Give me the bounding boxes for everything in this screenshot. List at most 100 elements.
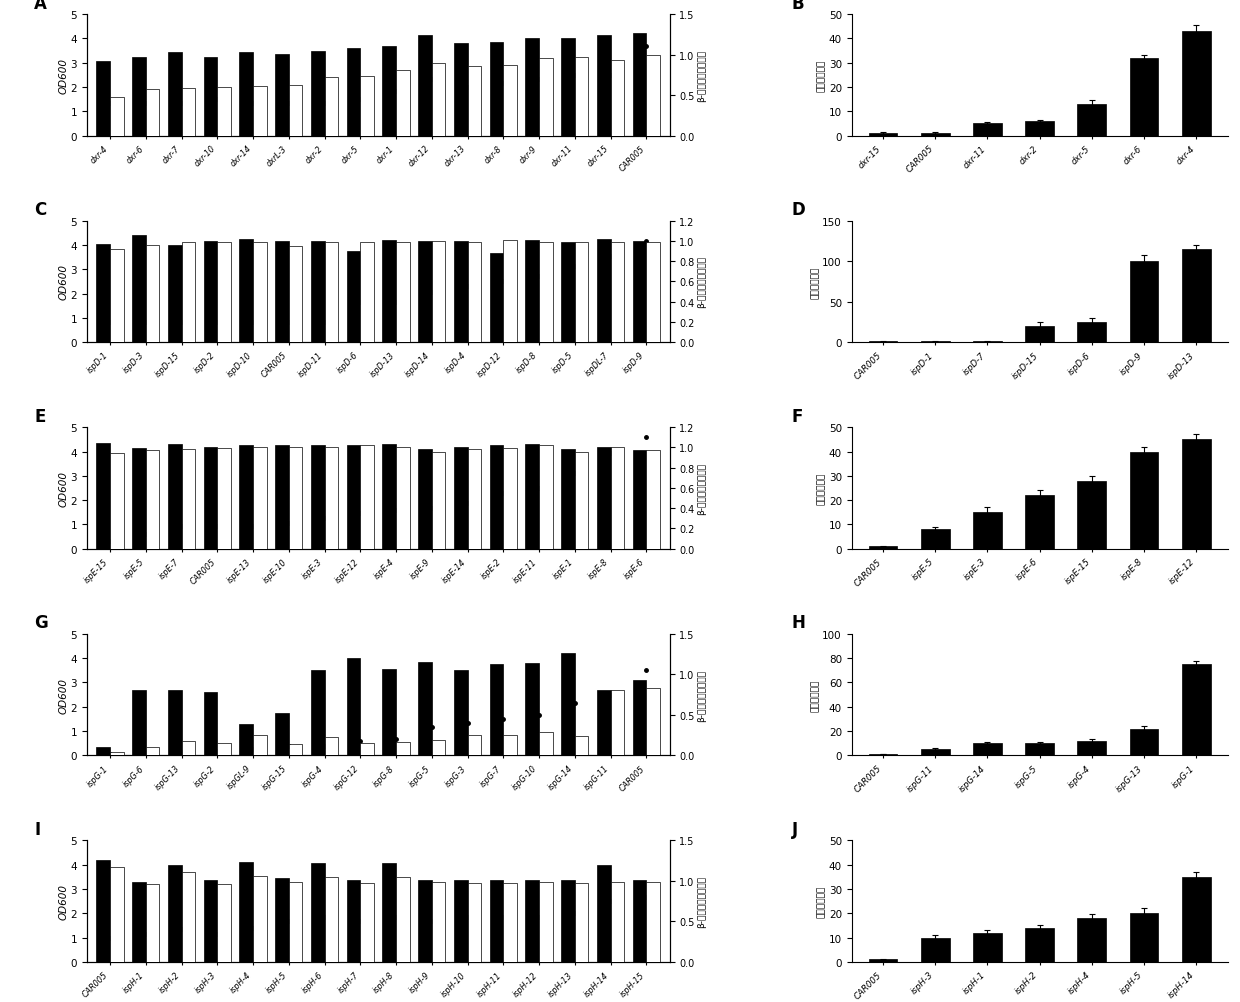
Bar xyxy=(1130,452,1158,549)
Bar xyxy=(467,450,481,549)
Bar xyxy=(454,881,467,962)
Bar xyxy=(1130,262,1158,343)
Bar xyxy=(289,246,303,343)
Bar xyxy=(575,243,588,343)
Bar xyxy=(275,713,289,756)
Bar xyxy=(203,447,217,549)
Bar xyxy=(181,741,195,756)
Bar xyxy=(575,452,588,549)
Bar xyxy=(562,653,575,756)
Bar xyxy=(432,739,445,756)
Bar xyxy=(921,134,950,136)
Bar xyxy=(361,243,374,343)
Bar xyxy=(1182,877,1210,962)
Bar xyxy=(1025,122,1054,136)
Y-axis label: OD600: OD600 xyxy=(60,883,69,919)
Bar xyxy=(239,724,253,756)
Bar xyxy=(526,663,539,756)
Bar xyxy=(1078,918,1106,962)
Bar xyxy=(347,446,361,549)
Bar xyxy=(361,77,374,136)
Bar xyxy=(382,864,396,962)
Bar xyxy=(646,243,660,343)
Bar xyxy=(396,742,409,756)
Bar xyxy=(575,883,588,962)
Bar xyxy=(562,881,575,962)
Bar xyxy=(217,449,231,549)
Bar xyxy=(311,670,325,756)
Bar xyxy=(539,243,553,343)
Bar xyxy=(1078,323,1106,343)
Bar xyxy=(596,447,610,549)
Bar xyxy=(632,451,646,549)
Bar xyxy=(325,447,339,549)
Bar xyxy=(562,243,575,343)
Bar xyxy=(311,51,325,136)
Bar xyxy=(133,57,146,136)
Bar xyxy=(596,690,610,756)
Text: J: J xyxy=(791,820,797,838)
Bar xyxy=(503,240,517,343)
Bar xyxy=(146,747,160,756)
Bar xyxy=(503,734,517,756)
Bar xyxy=(110,868,124,962)
Bar xyxy=(167,245,181,343)
Bar xyxy=(1130,59,1158,136)
Bar xyxy=(203,242,217,343)
Bar xyxy=(1182,664,1210,756)
Bar xyxy=(632,680,646,756)
Y-axis label: β-胡萝卜素相对产量: β-胡萝卜素相对产量 xyxy=(697,257,707,308)
Bar xyxy=(275,878,289,962)
Y-axis label: OD600: OD600 xyxy=(60,471,69,506)
Bar xyxy=(490,43,503,136)
Bar xyxy=(454,447,467,549)
Bar xyxy=(973,933,1002,962)
Bar xyxy=(432,242,445,343)
Bar xyxy=(432,63,445,136)
Bar xyxy=(610,447,624,549)
Bar xyxy=(239,446,253,549)
Bar xyxy=(361,446,374,549)
Bar xyxy=(217,743,231,756)
Bar xyxy=(382,445,396,549)
Text: F: F xyxy=(791,408,802,426)
Bar xyxy=(610,690,624,756)
Bar xyxy=(181,89,195,136)
Bar xyxy=(632,242,646,343)
Bar xyxy=(146,90,160,136)
Bar xyxy=(181,450,195,549)
Bar xyxy=(646,882,660,962)
Bar xyxy=(490,664,503,756)
Bar xyxy=(526,240,539,343)
Bar xyxy=(253,734,267,756)
Text: H: H xyxy=(791,614,806,631)
Bar xyxy=(396,877,409,962)
Bar xyxy=(167,865,181,962)
Bar xyxy=(239,863,253,962)
Bar xyxy=(646,451,660,549)
Bar xyxy=(432,882,445,962)
Y-axis label: OD600: OD600 xyxy=(60,265,69,300)
Bar xyxy=(490,255,503,343)
Bar xyxy=(203,57,217,136)
Bar xyxy=(467,734,481,756)
Text: I: I xyxy=(35,820,41,838)
Bar xyxy=(181,872,195,962)
Bar xyxy=(1025,743,1054,756)
Bar xyxy=(396,447,409,549)
Bar xyxy=(1078,481,1106,549)
Bar xyxy=(203,881,217,962)
Text: B: B xyxy=(791,0,804,13)
Bar xyxy=(921,938,950,962)
Bar xyxy=(503,883,517,962)
Y-axis label: OD600: OD600 xyxy=(60,677,69,712)
Bar xyxy=(347,881,361,962)
Y-axis label: 相对转变水平: 相对转变水平 xyxy=(817,472,826,505)
Text: C: C xyxy=(35,201,47,219)
Bar xyxy=(1025,928,1054,962)
Bar xyxy=(418,36,432,136)
Bar xyxy=(289,447,303,549)
Y-axis label: β-胡萝卜素相对产量: β-胡萝卜素相对产量 xyxy=(697,463,707,514)
Bar xyxy=(1025,327,1054,343)
Bar xyxy=(133,882,146,962)
